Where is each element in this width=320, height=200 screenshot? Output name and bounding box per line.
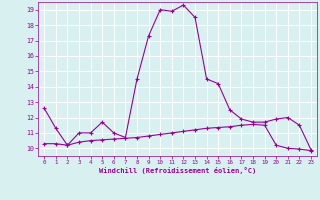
X-axis label: Windchill (Refroidissement éolien,°C): Windchill (Refroidissement éolien,°C) [99,167,256,174]
